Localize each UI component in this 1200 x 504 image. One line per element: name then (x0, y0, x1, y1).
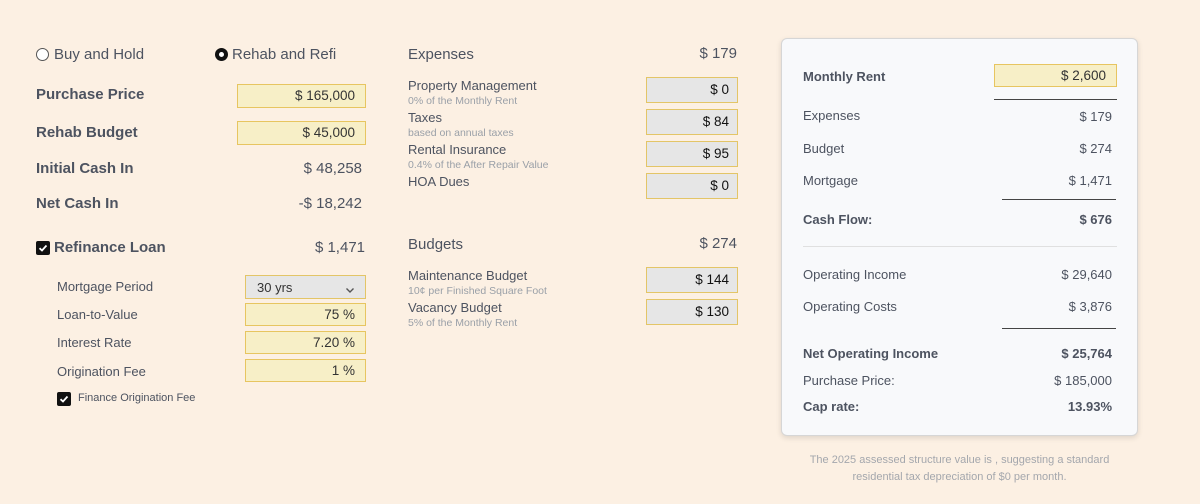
finance-fee-checkbox[interactable] (57, 392, 71, 406)
maintenance-budget-input[interactable]: $ 144 (646, 267, 738, 293)
initial-cash-label: Initial Cash In (36, 160, 134, 177)
expense-sub-property-management: 0% of the Monthly Rent (408, 95, 518, 107)
strategy-buy-and-hold[interactable]: Buy and Hold (36, 46, 186, 64)
expense-label-rental-insurance: Rental Insurance (408, 142, 507, 157)
summary-budget-label: Budget (803, 141, 845, 156)
expense-label-property-management: Property Management (408, 78, 537, 93)
footnote-line-1: The 2025 assessed structure value is , s… (809, 454, 1110, 466)
mortgage-period-value: 30 yrs (257, 280, 293, 295)
operating-income-value: $ 29,640 (1061, 267, 1112, 282)
refinance-checkbox[interactable] (36, 241, 50, 255)
ltv-label: Loan-to-Value (57, 307, 138, 322)
hoa-dues-input[interactable]: $ 0 (646, 173, 738, 199)
vacancy-budget-input[interactable]: $ 130 (646, 299, 738, 325)
budget-label-maintenance: Maintenance Budget (408, 268, 528, 283)
depreciation-footnote: The 2025 assessed structure value is , s… (781, 452, 1138, 486)
interest-rate-label: Interest Rate (57, 335, 132, 350)
radio-rehab-and-refi[interactable] (215, 48, 228, 61)
refinance-loan-value: $ 1,471 (314, 239, 365, 256)
finance-origination-fee-toggle[interactable]: Finance Origination Fee (57, 391, 257, 407)
summary-mortgage-label: Mortgage (803, 173, 858, 188)
net-cash-label: Net Cash In (36, 195, 119, 212)
finance-fee-label: Finance Origination Fee (78, 392, 196, 404)
cash-flow-label: Cash Flow: (803, 212, 873, 227)
refinance-loan-toggle[interactable]: Refinance Loan (36, 239, 236, 257)
summary-purchase-price-value: $ 185,000 (1054, 373, 1112, 388)
expense-label-taxes: Taxes (408, 110, 442, 125)
taxes-input[interactable]: $ 84 (646, 109, 738, 135)
expenses-total: $ 179 (699, 45, 737, 62)
ltv-input[interactable]: 75 % (245, 303, 366, 326)
rental-insurance-input[interactable]: $ 95 (646, 141, 738, 167)
summary-purchase-price-label: Purchase Price: (803, 373, 895, 388)
refinance-loan-label: Refinance Loan (54, 239, 166, 256)
summary-expenses-value: $ 179 (1079, 109, 1112, 124)
mortgage-period-label: Mortgage Period (57, 279, 154, 294)
rehab-and-refi-label: Rehab and Refi (232, 46, 337, 63)
chevron-down-icon (345, 282, 355, 300)
origination-fee-label: Origination Fee (57, 364, 146, 379)
operating-income-label: Operating Income (803, 267, 907, 282)
summary-mortgage-value: $ 1,471 (1068, 173, 1112, 188)
mortgage-period-select[interactable]: 30 yrs (245, 275, 366, 299)
operating-costs-label: Operating Costs (803, 299, 897, 314)
cash-flow-value: $ 676 (1079, 212, 1112, 227)
strategy-rehab-and-refi[interactable]: Rehab and Refi (215, 46, 365, 64)
purchase-price-label: Purchase Price (36, 86, 145, 103)
rehab-budget-input[interactable]: $ 45,000 (237, 121, 366, 145)
summary-expenses-label: Expenses (803, 108, 861, 123)
summary-card: Monthly Rent $ 2,600 Expenses $ 179 Budg… (781, 38, 1138, 436)
net-cash-value: -$ 18,242 (298, 195, 362, 212)
noi-divider (1002, 328, 1116, 329)
budgets-total: $ 274 (699, 235, 737, 252)
noi-value: $ 25,764 (1061, 346, 1112, 361)
operating-costs-value: $ 3,876 (1068, 299, 1112, 314)
budgets-title: Budgets (408, 236, 464, 253)
rent-divider (994, 99, 1117, 100)
budget-label-vacancy: Vacancy Budget (408, 300, 502, 315)
expense-sub-rental-insurance: 0.4% of the After Repair Value (408, 159, 549, 171)
interest-rate-input[interactable]: 7.20 % (245, 331, 366, 354)
cash-flow-divider (1002, 199, 1116, 200)
property-management-input[interactable]: $ 0 (646, 77, 738, 103)
cap-rate-label: Cap rate: (803, 399, 860, 414)
section-divider (803, 246, 1117, 247)
monthly-rent-label: Monthly Rent (803, 69, 886, 84)
footnote-line-2: residential tax depreciation of $0 per m… (852, 471, 1067, 483)
expense-label-hoa-dues: HOA Dues (408, 174, 470, 189)
budget-sub-vacancy: 5% of the Monthly Rent (408, 317, 518, 329)
origination-fee-input[interactable]: 1 % (245, 359, 366, 382)
noi-label: Net Operating Income (803, 346, 939, 361)
summary-budget-value: $ 274 (1079, 141, 1112, 156)
purchase-price-input[interactable]: $ 165,000 (237, 84, 366, 108)
expense-sub-taxes: based on annual taxes (408, 127, 514, 139)
radio-buy-and-hold[interactable] (36, 48, 49, 61)
cap-rate-value: 13.93% (1067, 399, 1112, 414)
budget-sub-maintenance: 10¢ per Finished Square Foot (408, 285, 547, 297)
monthly-rent-input[interactable]: $ 2,600 (994, 64, 1117, 87)
initial-cash-value: $ 48,258 (303, 160, 362, 177)
rehab-budget-label: Rehab Budget (36, 124, 138, 141)
expenses-title: Expenses (408, 46, 474, 63)
buy-and-hold-label: Buy and Hold (54, 46, 145, 63)
